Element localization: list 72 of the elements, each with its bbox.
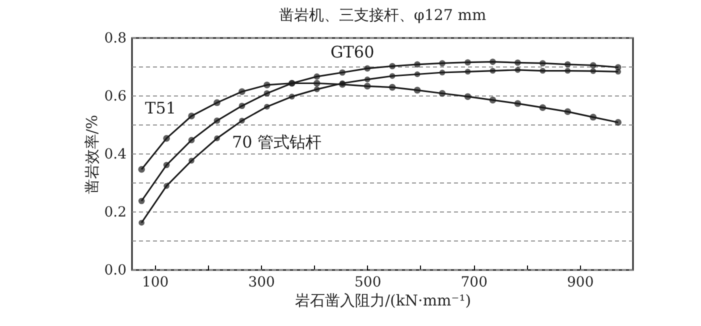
x-tick-label: 500 xyxy=(354,274,382,290)
point xyxy=(214,117,220,124)
point xyxy=(264,104,270,110)
point xyxy=(388,84,396,91)
point xyxy=(490,58,496,65)
point xyxy=(564,68,571,74)
point xyxy=(289,94,295,100)
point xyxy=(389,73,396,79)
point xyxy=(464,93,472,100)
y-tick-label: 0.0 xyxy=(104,262,126,278)
point xyxy=(163,134,170,142)
point xyxy=(138,166,145,173)
point xyxy=(514,59,521,66)
x-tick-label: 900 xyxy=(567,274,594,290)
point xyxy=(439,70,446,76)
point xyxy=(514,66,521,73)
series-label: GT60 xyxy=(330,42,374,62)
point xyxy=(138,220,144,226)
point xyxy=(414,71,420,78)
point xyxy=(314,86,320,92)
point xyxy=(238,88,246,96)
point xyxy=(264,90,270,97)
point xyxy=(214,135,220,142)
point xyxy=(514,100,522,107)
point xyxy=(414,86,421,94)
point xyxy=(615,68,622,75)
point xyxy=(464,59,471,66)
point xyxy=(439,60,446,66)
point xyxy=(264,82,270,88)
x-axis-title: 岩石凿入阻力/(kN·mm⁻¹) xyxy=(294,292,472,310)
point xyxy=(188,136,195,144)
point xyxy=(564,61,571,68)
y-tick-label: 0.2 xyxy=(104,204,126,220)
point xyxy=(214,99,220,106)
x-tick-label: 300 xyxy=(248,274,275,290)
point xyxy=(590,62,596,68)
point xyxy=(314,73,320,80)
series-label: T51 xyxy=(145,98,176,118)
y-tick-label: 0.4 xyxy=(104,146,127,162)
point xyxy=(539,104,546,111)
y-tick-label: 0.6 xyxy=(104,88,127,104)
series-label: 70 管式钻杆 xyxy=(232,132,322,152)
point xyxy=(540,68,546,74)
x-tick-label: 700 xyxy=(460,274,488,290)
y-tick-label: 0.8 xyxy=(104,30,126,46)
point xyxy=(364,65,371,72)
y-axis-title: 凿岩效率/% xyxy=(83,114,102,194)
point xyxy=(590,68,596,74)
point xyxy=(464,68,471,75)
point xyxy=(239,118,245,124)
point xyxy=(489,96,496,104)
point xyxy=(164,182,170,189)
point xyxy=(238,102,246,110)
point xyxy=(163,162,170,168)
point xyxy=(490,68,496,74)
point xyxy=(540,60,546,66)
point xyxy=(614,119,622,126)
point xyxy=(288,80,296,86)
x-tick-label: 100 xyxy=(142,274,169,290)
point xyxy=(188,158,194,164)
point xyxy=(138,198,145,204)
point xyxy=(364,82,371,90)
point xyxy=(590,114,597,121)
point xyxy=(339,69,346,76)
point xyxy=(364,76,370,82)
point xyxy=(313,80,320,87)
point xyxy=(414,61,420,68)
point xyxy=(564,108,572,116)
point xyxy=(438,90,446,97)
point xyxy=(389,62,396,70)
chart-title: 凿岩机、三支接杆、φ127 mm xyxy=(278,6,486,24)
point xyxy=(188,112,195,120)
